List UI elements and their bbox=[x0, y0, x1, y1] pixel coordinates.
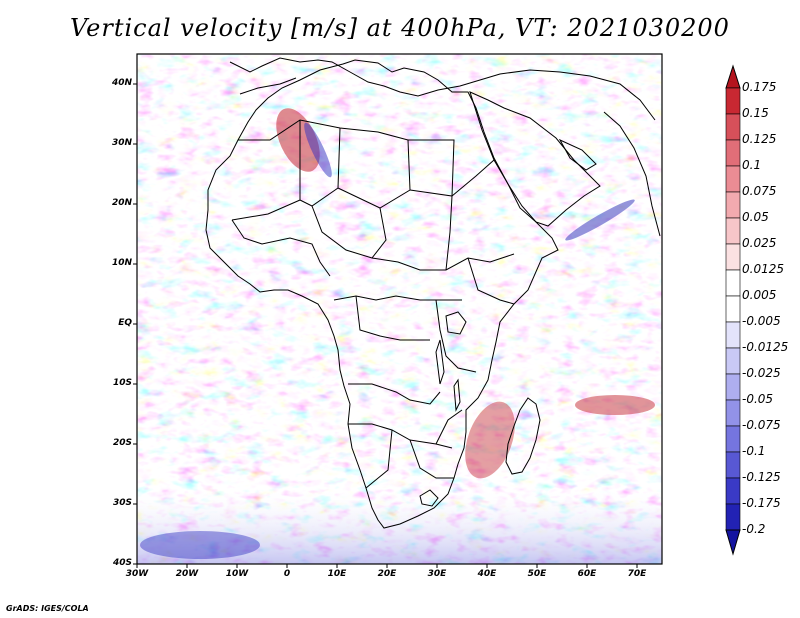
grads-credit: GrADS: IGES/COLA bbox=[6, 604, 89, 613]
colorbar-swatch bbox=[725, 347, 741, 375]
colorbar-label: -0.175 bbox=[742, 496, 781, 510]
colorbar-label: 0.075 bbox=[742, 184, 777, 198]
colorbar-min-arrow bbox=[725, 529, 741, 556]
border-line bbox=[435, 299, 477, 373]
colorbar-swatch bbox=[725, 113, 741, 141]
colorbar-label: -0.1 bbox=[742, 444, 766, 458]
y-axis-label: 20N bbox=[111, 198, 132, 208]
lake-victoria bbox=[445, 311, 467, 335]
border-line bbox=[231, 120, 301, 221]
colorbar-label: 0.125 bbox=[742, 132, 777, 146]
y-axis-label: 20S bbox=[112, 438, 132, 448]
colorbar-label: 0.15 bbox=[742, 106, 769, 120]
border-line bbox=[299, 127, 341, 207]
x-axis-label: 50E bbox=[527, 569, 547, 579]
colorbar-label: -0.125 bbox=[742, 470, 781, 484]
map-title: Vertical velocity [m/s] at 400hPa, VT: 2… bbox=[70, 14, 730, 42]
border-line bbox=[337, 139, 411, 209]
colorbar-swatch bbox=[725, 399, 741, 427]
colorbar-swatch bbox=[725, 321, 741, 349]
x-axis-label: 10E bbox=[327, 569, 347, 579]
africa-coastline bbox=[205, 59, 559, 529]
y-axis-label: 10S bbox=[112, 378, 132, 388]
colorbar-swatch bbox=[725, 87, 741, 115]
lake-tanganyika bbox=[435, 339, 445, 385]
x-axis-label: 60E bbox=[577, 569, 597, 579]
border-line bbox=[451, 159, 495, 197]
y-axis-label: 40N bbox=[111, 78, 132, 88]
border-line bbox=[348, 383, 441, 405]
colorbar-label: 0.05 bbox=[742, 210, 769, 224]
y-axis-label: EQ bbox=[118, 318, 132, 328]
x-axis-label: 40E bbox=[477, 569, 497, 579]
colorbar-label: 0.025 bbox=[742, 236, 777, 250]
europe-coastline bbox=[229, 57, 656, 121]
colorbar-label: 0.0125 bbox=[742, 262, 784, 276]
border-line bbox=[311, 205, 515, 271]
lake-malawi bbox=[453, 378, 461, 412]
plot-frame bbox=[136, 53, 663, 565]
colorbar-label: 0.005 bbox=[742, 288, 777, 302]
persian-gulf bbox=[558, 138, 597, 171]
colorbar-label: 0.175 bbox=[742, 80, 777, 94]
x-axis-label: 30W bbox=[125, 569, 149, 579]
colorbar-swatch bbox=[725, 243, 741, 271]
axis-ticks bbox=[133, 83, 638, 568]
x-axis-label: 20W bbox=[175, 569, 199, 579]
border-line bbox=[467, 257, 515, 305]
y-axis-label: 30S bbox=[112, 498, 132, 508]
iberia-coastline bbox=[239, 77, 297, 95]
colorbar-swatch bbox=[725, 191, 741, 219]
y-axis-label: 30N bbox=[111, 138, 132, 148]
colorbar-swatch bbox=[725, 295, 741, 323]
colorbar-swatch bbox=[725, 269, 741, 297]
coastlines-and-borders bbox=[205, 57, 661, 529]
arabia-coastline bbox=[469, 91, 601, 227]
y-axis-label: 10N bbox=[111, 258, 132, 268]
colorbar-label: -0.05 bbox=[742, 392, 774, 406]
colorbar-swatch bbox=[725, 139, 741, 167]
colorbar-swatch bbox=[725, 165, 741, 193]
x-axis-label: 70E bbox=[627, 569, 647, 579]
border-line bbox=[435, 409, 463, 445]
colorbar-swatch bbox=[725, 503, 741, 531]
india-coastline bbox=[603, 111, 661, 237]
colorbar-label: 0.1 bbox=[742, 158, 762, 172]
border-line bbox=[355, 295, 430, 341]
x-axis-label: 0 bbox=[283, 569, 291, 579]
colorbar-swatch bbox=[725, 477, 741, 505]
x-axis-label: 30E bbox=[427, 569, 447, 579]
y-axis-label: 40S bbox=[112, 558, 132, 568]
colorbar-label: -0.025 bbox=[742, 366, 781, 380]
x-axis-label: 10W bbox=[225, 569, 249, 579]
lesotho-border bbox=[419, 489, 439, 507]
madagascar-coastline bbox=[505, 397, 541, 475]
border-line bbox=[371, 207, 387, 259]
colorbar-label: -0.075 bbox=[742, 418, 781, 432]
border-line bbox=[409, 439, 454, 479]
colorbar bbox=[725, 64, 741, 556]
colorbar-swatch bbox=[725, 373, 741, 401]
border-line bbox=[409, 139, 455, 197]
border-line bbox=[365, 429, 393, 489]
colorbar-swatch bbox=[725, 217, 741, 245]
x-axis-label: 20E bbox=[377, 569, 397, 579]
colorbar-label: -0.005 bbox=[742, 314, 781, 328]
border-line bbox=[348, 423, 453, 449]
colorbar-label: -0.0125 bbox=[742, 340, 789, 354]
colorbar-swatch bbox=[725, 451, 741, 479]
border-line bbox=[445, 195, 453, 271]
border-line bbox=[231, 219, 331, 277]
colorbar-label: -0.2 bbox=[742, 522, 766, 536]
colorbar-max-arrow bbox=[725, 64, 741, 89]
velocity-field bbox=[137, 54, 662, 564]
colorbar-swatch bbox=[725, 425, 741, 453]
